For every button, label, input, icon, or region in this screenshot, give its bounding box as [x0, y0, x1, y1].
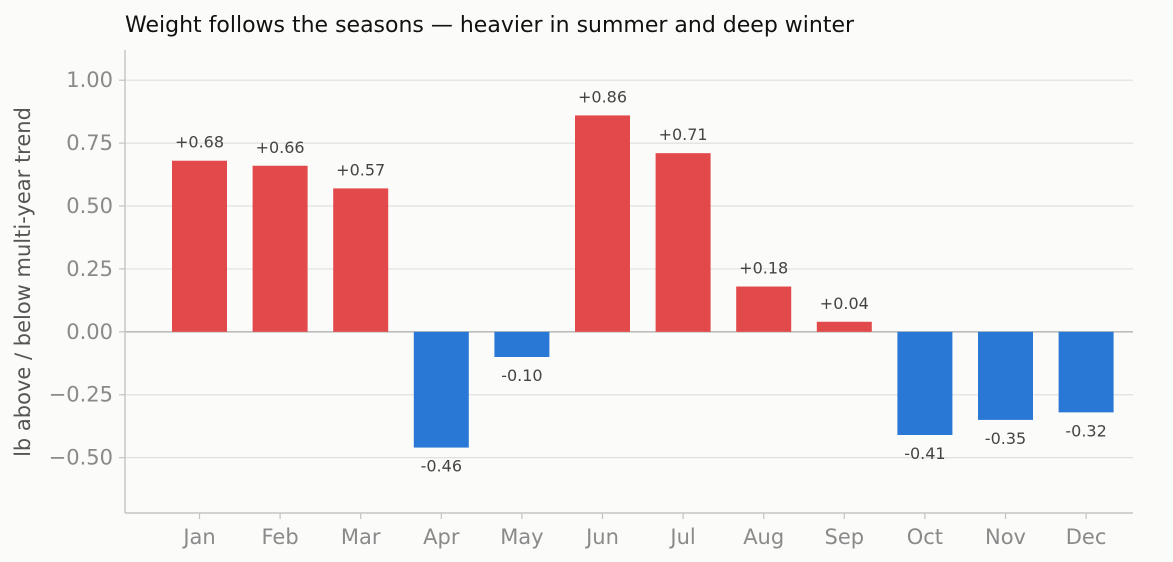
bar-mar — [333, 188, 389, 332]
bar-nov — [978, 331, 1033, 420]
x-tick-label: Aug — [743, 525, 784, 549]
bar-sep — [816, 321, 872, 332]
y-tick-label: −0.25 — [49, 383, 113, 407]
x-tick-label: Mar — [341, 525, 381, 549]
data-label: -0.35 — [985, 429, 1026, 448]
data-label: +0.86 — [578, 87, 627, 106]
data-label: +0.18 — [739, 259, 788, 278]
bar-jan — [172, 160, 227, 332]
x-tick-label: Nov — [985, 525, 1026, 549]
x-tick-label: Sep — [825, 525, 865, 549]
y-tick-label: −0.50 — [49, 446, 113, 470]
chart-title: Weight follows the seasons — heavier in … — [125, 13, 855, 38]
bar-dec — [1058, 331, 1114, 413]
data-label: -0.46 — [421, 457, 462, 476]
data-label: +0.57 — [336, 160, 385, 179]
data-labels: +0.68 +0.66 +0.57 -0.46 -0.10 +0.86 +0.71 +0.18… — [175, 87, 1107, 475]
bar-feb — [252, 165, 308, 332]
bar-jul — [655, 153, 711, 332]
x-tick-label: May — [500, 525, 543, 549]
data-label: +0.68 — [175, 133, 224, 152]
y-tick-labels: 1.00 0.75 0.50 0.25 0.00 −0.25 −0.50 — [49, 68, 125, 470]
data-label: -0.10 — [501, 366, 542, 385]
x-tick-label: Dec — [1066, 525, 1107, 549]
axis-layer — [124, 50, 1133, 514]
data-label: +0.66 — [256, 138, 305, 157]
bar-layer — [172, 115, 1114, 448]
bar-apr — [413, 331, 469, 448]
y-tick-label: 0.00 — [66, 320, 113, 344]
x-tick-label: Jun — [584, 525, 619, 549]
data-label: +0.04 — [820, 294, 869, 313]
x-tick-label: Jul — [668, 525, 695, 549]
bar-may — [494, 331, 550, 357]
data-label: +0.71 — [659, 125, 708, 144]
data-label: -0.41 — [904, 444, 945, 463]
y-tick-label: 0.50 — [66, 194, 113, 218]
x-tick-labels: Jan Feb Mar Apr May Jun Jul Aug Sep Oct Nov Dec — [181, 513, 1106, 549]
data-label: -0.32 — [1065, 421, 1106, 440]
y-tick-label: 1.00 — [66, 68, 113, 92]
bar-oct — [897, 331, 953, 435]
x-tick-label: Jan — [181, 525, 215, 549]
y-axis-label: lb above / below multi-year trend — [11, 107, 35, 457]
bar-aug — [736, 286, 792, 332]
y-tick-label: 0.75 — [66, 131, 113, 155]
y-tick-label: 0.25 — [66, 257, 113, 281]
x-tick-label: Feb — [262, 525, 299, 549]
x-tick-label: Oct — [907, 525, 943, 549]
x-tick-label: Apr — [423, 525, 460, 549]
bar-jun — [575, 115, 630, 332]
